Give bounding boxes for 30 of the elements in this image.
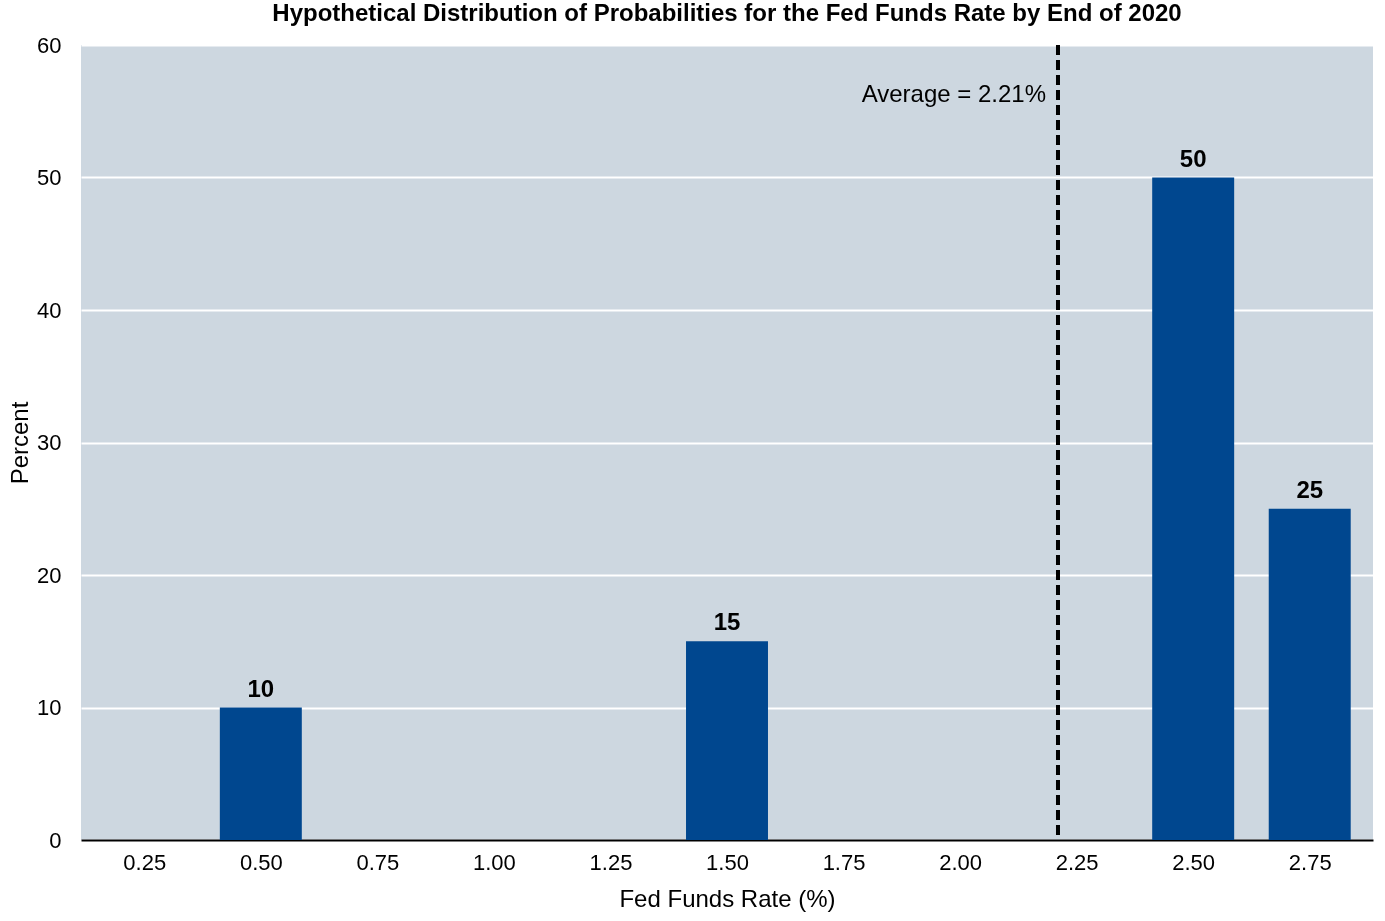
ref-line-label: Average = 2.21%: [861, 80, 1046, 107]
y-tick-label: 20: [37, 562, 62, 588]
bar: [1268, 508, 1351, 840]
data-label: 15: [713, 608, 741, 636]
x-tick-label: 0.25: [123, 849, 167, 875]
x-tick-label: 1.75: [822, 849, 866, 875]
data-label: 25: [1296, 475, 1324, 503]
x-tick-label: 2.75: [1288, 849, 1332, 875]
x-tick-label: 0.75: [356, 849, 400, 875]
x-tick-label: 1.50: [706, 849, 749, 875]
x-axis-title: Fed Funds Rate (%): [619, 884, 836, 912]
y-tick-label: 10: [37, 695, 62, 720]
y-tick-label: 40: [37, 297, 62, 323]
x-tick-label: 2.50: [1172, 849, 1216, 875]
bar: [686, 641, 768, 840]
y-tick-label: 0: [49, 827, 62, 853]
x-tick-label: 1.00: [473, 849, 516, 875]
x-tick-label: 1.25: [589, 849, 633, 875]
y-tick-label: 30: [37, 430, 62, 455]
x-tick-label: 0.50: [239, 849, 283, 875]
y-tick-label: 60: [37, 32, 62, 58]
x-tick-label: 2.00: [939, 849, 982, 875]
x-tick-label: 2.25: [1055, 849, 1099, 875]
bar: [219, 707, 302, 840]
chart-title: Hypothetical Distribution of Probabilities for the Fed Funds Rate by End of 2020: [272, 0, 1182, 26]
y-axis-title: Percent: [6, 401, 34, 485]
data-label: 10: [247, 674, 275, 702]
data-label: 50: [1179, 144, 1207, 172]
bar: [1152, 177, 1235, 840]
y-tick-label: 50: [37, 165, 62, 190]
